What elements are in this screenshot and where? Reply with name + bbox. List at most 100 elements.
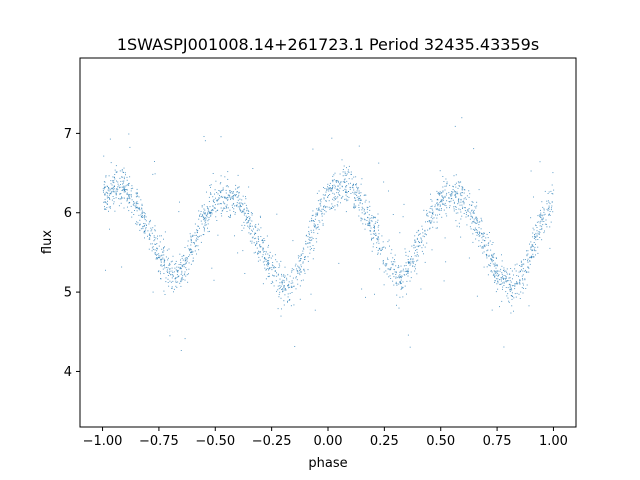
data-point bbox=[329, 188, 331, 190]
data-point bbox=[302, 247, 304, 249]
data-point bbox=[328, 200, 330, 202]
data-point bbox=[332, 175, 334, 177]
data-point bbox=[199, 235, 200, 237]
data-point bbox=[442, 199, 444, 201]
data-point bbox=[205, 224, 207, 226]
data-point bbox=[141, 214, 143, 216]
data-point bbox=[255, 244, 257, 246]
data-point bbox=[400, 271, 402, 273]
data-point bbox=[113, 201, 115, 203]
data-point bbox=[488, 265, 490, 266]
data-point bbox=[331, 190, 333, 192]
data-point bbox=[115, 188, 117, 190]
data-point bbox=[113, 203, 115, 205]
data-point bbox=[241, 210, 243, 212]
data-point bbox=[418, 255, 419, 257]
data-point bbox=[154, 239, 156, 241]
data-point bbox=[402, 281, 404, 283]
data-point bbox=[491, 259, 493, 261]
data-point bbox=[243, 227, 245, 229]
data-point bbox=[527, 250, 529, 252]
data-point bbox=[404, 248, 406, 250]
data-point bbox=[113, 182, 115, 184]
data-point bbox=[496, 264, 498, 266]
data-point bbox=[229, 209, 231, 211]
data-point bbox=[268, 269, 269, 271]
data-point bbox=[490, 249, 492, 251]
data-point bbox=[441, 216, 443, 218]
data-point bbox=[484, 244, 486, 246]
data-point bbox=[342, 181, 344, 183]
data-point bbox=[159, 255, 161, 257]
data-point bbox=[230, 197, 232, 199]
data-point bbox=[232, 203, 234, 205]
data-point bbox=[493, 273, 495, 275]
data-point bbox=[497, 270, 499, 272]
data-point bbox=[527, 258, 529, 260]
data-point bbox=[260, 236, 262, 237]
data-point bbox=[245, 215, 247, 217]
data-point bbox=[493, 257, 495, 259]
data-point bbox=[176, 270, 178, 272]
data-point bbox=[251, 213, 253, 214]
data-point bbox=[416, 260, 418, 262]
data-point bbox=[180, 280, 182, 282]
data-point bbox=[514, 293, 516, 295]
data-point bbox=[200, 220, 202, 222]
data-point bbox=[108, 190, 110, 192]
data-point bbox=[421, 250, 423, 252]
data-point bbox=[383, 260, 384, 262]
data-point bbox=[487, 243, 489, 245]
data-point bbox=[437, 192, 439, 194]
data-point bbox=[333, 199, 335, 201]
data-point bbox=[459, 204, 461, 206]
data-point bbox=[262, 254, 264, 256]
data-point bbox=[239, 207, 241, 209]
data-point bbox=[414, 246, 416, 248]
data-point bbox=[418, 234, 419, 236]
data-point bbox=[150, 235, 151, 237]
data-point bbox=[481, 247, 483, 249]
data-point bbox=[226, 185, 228, 187]
data-point bbox=[389, 269, 391, 270]
data-point bbox=[238, 202, 240, 204]
data-point bbox=[287, 274, 289, 276]
data-point bbox=[539, 161, 541, 163]
data-point bbox=[248, 226, 250, 228]
data-point bbox=[208, 211, 210, 213]
data-point bbox=[360, 199, 362, 201]
data-point bbox=[524, 270, 526, 272]
data-point bbox=[479, 221, 481, 223]
data-point bbox=[519, 265, 521, 266]
data-point bbox=[288, 284, 290, 286]
data-point bbox=[399, 274, 401, 276]
data-point bbox=[139, 229, 141, 231]
data-point bbox=[414, 235, 416, 237]
data-point bbox=[161, 254, 163, 256]
data-point bbox=[290, 305, 292, 307]
data-point bbox=[400, 270, 402, 272]
data-point bbox=[539, 225, 541, 227]
data-point bbox=[136, 188, 138, 190]
data-point bbox=[136, 202, 138, 204]
data-point bbox=[257, 236, 259, 238]
data-point bbox=[416, 273, 418, 275]
data-point bbox=[109, 197, 110, 199]
data-point bbox=[454, 125, 456, 127]
data-point bbox=[410, 258, 412, 260]
data-point bbox=[414, 239, 416, 241]
data-point bbox=[525, 269, 526, 271]
data-point bbox=[537, 232, 539, 234]
data-point bbox=[441, 195, 443, 197]
data-point bbox=[400, 282, 402, 284]
data-point bbox=[171, 270, 173, 272]
data-point bbox=[299, 259, 301, 261]
data-point bbox=[217, 203, 219, 205]
data-point bbox=[156, 258, 158, 260]
data-point bbox=[175, 277, 177, 278]
data-point bbox=[111, 199, 113, 201]
data-point bbox=[507, 287, 509, 289]
data-point bbox=[210, 184, 212, 186]
data-point bbox=[469, 218, 471, 220]
data-point bbox=[184, 338, 186, 340]
